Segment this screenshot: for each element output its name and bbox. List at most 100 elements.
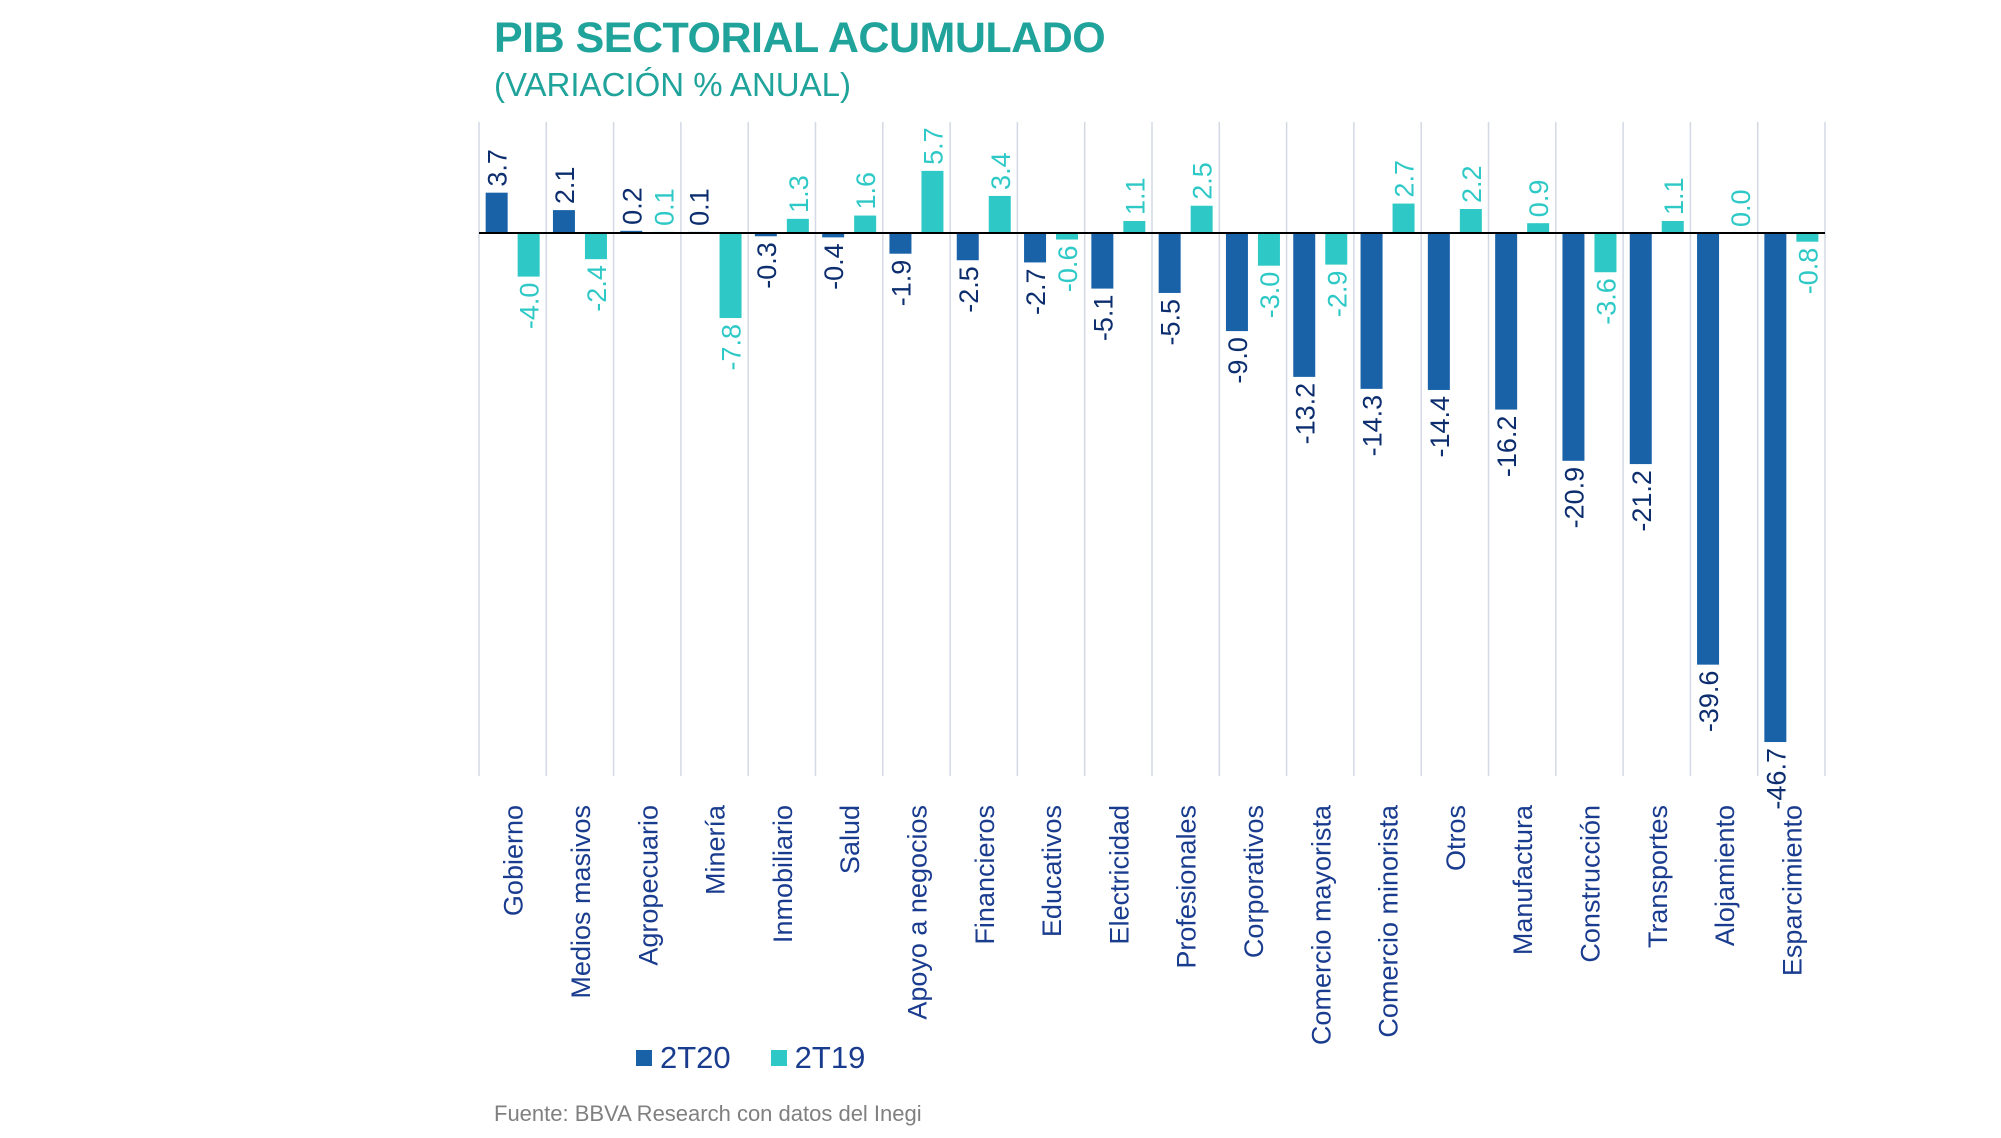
- bar-2t19: [1527, 223, 1550, 233]
- bar-2t20: [1495, 233, 1518, 410]
- category-label: Educativos: [1037, 805, 1067, 937]
- value-label-2t19: -0.6: [1053, 246, 1083, 293]
- bar-2t19: [988, 195, 1011, 233]
- bar-2t19: [517, 233, 540, 277]
- bar-2t20: [1293, 233, 1316, 377]
- value-label-2t20: -14.4: [1425, 396, 1455, 458]
- category-label: Electricidad: [1104, 805, 1134, 945]
- value-label-2t19: -3.6: [1591, 278, 1621, 325]
- bar-2t20: [1697, 233, 1720, 665]
- value-label-2t20: -46.7: [1761, 748, 1791, 810]
- bar-2t20: [1764, 233, 1787, 743]
- bar-2t20: [822, 233, 845, 238]
- bar-2t19: [786, 218, 809, 233]
- category-label: Financieros: [970, 805, 1000, 945]
- value-label-2t20: -1.9: [886, 260, 916, 307]
- value-label-2t20: -2.7: [1021, 268, 1051, 315]
- bar-2t20: [1562, 233, 1585, 461]
- legend: 2T20 2T19: [636, 1040, 905, 1076]
- value-label-2t19: 0.9: [1524, 180, 1554, 218]
- bar-2t20: [1225, 233, 1248, 332]
- value-label-2t19: 2.7: [1390, 160, 1420, 198]
- value-label-2t19: -2.4: [582, 265, 612, 312]
- value-label-2t20: -14.3: [1358, 395, 1388, 457]
- bar-2t20: [889, 233, 912, 254]
- value-label-2t19: 5.7: [918, 127, 948, 165]
- bar-2t20: [754, 233, 777, 237]
- bar-2t19: [1796, 233, 1819, 242]
- value-label-2t20: -13.2: [1290, 383, 1320, 445]
- category-label: Construcción: [1575, 805, 1605, 963]
- source-note: Fuente: BBVA Research con datos del Ineg…: [494, 1101, 922, 1126]
- bar-2t19: [1661, 221, 1684, 233]
- category-label: Minería: [701, 804, 731, 895]
- value-label-2t20: -39.6: [1694, 671, 1724, 733]
- category-label: Esparcimiento: [1777, 805, 1807, 976]
- value-label-2t19: -0.8: [1793, 248, 1823, 295]
- bar-2t20: [485, 192, 508, 233]
- category-label: Agropecuario: [633, 805, 663, 966]
- bar-2t20: [1091, 233, 1114, 289]
- bar-2t20: [1158, 233, 1181, 293]
- value-label-2t20: 0.2: [617, 187, 647, 225]
- legend-swatch-2t19: [770, 1050, 787, 1066]
- value-label-2t20: -5.5: [1156, 299, 1186, 346]
- bar-2t19: [921, 170, 944, 233]
- category-label: Inmobiliario: [768, 805, 798, 943]
- value-label-2t19: 0.0: [1726, 189, 1756, 227]
- bar-2t19: [1123, 221, 1146, 233]
- bar-2t19: [1325, 233, 1348, 265]
- bar-2t20: [956, 233, 979, 261]
- bar-2t19: [1257, 233, 1280, 266]
- legend-swatch-2t20: [636, 1050, 652, 1066]
- value-label-2t19: -3.0: [1255, 272, 1285, 319]
- value-label-2t20: -16.2: [1492, 416, 1522, 478]
- value-label-2t19: 1.6: [851, 172, 881, 210]
- category-label: Manufactura: [1508, 804, 1538, 955]
- bar-2t19: [1459, 209, 1482, 233]
- value-label-2t19: -2.9: [1322, 271, 1352, 318]
- bar-2t20: [620, 230, 643, 233]
- value-label-2t20: -2.5: [954, 266, 984, 313]
- value-label-2t19: 3.4: [986, 152, 1016, 190]
- category-label: Medios masivos: [566, 805, 596, 999]
- value-label-2t20: -0.4: [819, 243, 849, 290]
- bar-2t19: [1594, 233, 1617, 273]
- bar-2t20: [1427, 233, 1450, 390]
- value-label-2t19: 0.1: [649, 188, 679, 226]
- chart-title: PIB SECTORIAL ACUMULADO: [494, 14, 1106, 62]
- value-label-2t20: 2.1: [550, 167, 580, 205]
- bar-2t19: [584, 233, 607, 260]
- bar-2t19: [1392, 203, 1415, 233]
- legend-label-2t20: 2T20: [660, 1040, 731, 1075]
- bar-2t19: [1056, 233, 1079, 240]
- category-label: Gobierno: [499, 805, 529, 916]
- chart-subtitle: (VARIACIÓN % ANUAL): [494, 66, 851, 103]
- bar-2t19: [719, 233, 742, 319]
- value-label-2t19: 2.5: [1188, 162, 1218, 200]
- category-label: Corporativos: [1239, 805, 1269, 958]
- legend-label-2t19: 2T19: [794, 1040, 866, 1075]
- bar-2t20: [1360, 233, 1383, 389]
- category-label: Comercio mayorista: [1306, 804, 1336, 1045]
- value-label-2t19: 1.1: [1120, 177, 1150, 215]
- category-label: Alojamiento: [1710, 805, 1740, 946]
- category-label: Apoyo a negocios: [902, 805, 932, 1020]
- bar-2t19: [1190, 205, 1213, 233]
- category-label: Salud: [835, 805, 865, 874]
- value-label-2t19: -4.0: [515, 283, 545, 330]
- value-label-2t19: 2.2: [1457, 165, 1487, 203]
- value-label-2t19: 1.3: [784, 175, 814, 213]
- value-label-2t20: 0.1: [685, 188, 715, 226]
- value-label-2t20: -20.9: [1559, 467, 1589, 529]
- legend-item-2t19: 2T19: [770, 1040, 866, 1076]
- value-label-2t20: 3.7: [483, 149, 513, 187]
- value-label-2t20: -0.3: [752, 242, 782, 289]
- bar-2t20: [1629, 233, 1652, 465]
- bar-2t19: [854, 215, 877, 233]
- bar-2t20: [1024, 233, 1047, 263]
- category-label: Transportes: [1643, 805, 1673, 948]
- value-label-2t19: 1.1: [1659, 177, 1689, 215]
- category-label: Profesionales: [1172, 805, 1202, 969]
